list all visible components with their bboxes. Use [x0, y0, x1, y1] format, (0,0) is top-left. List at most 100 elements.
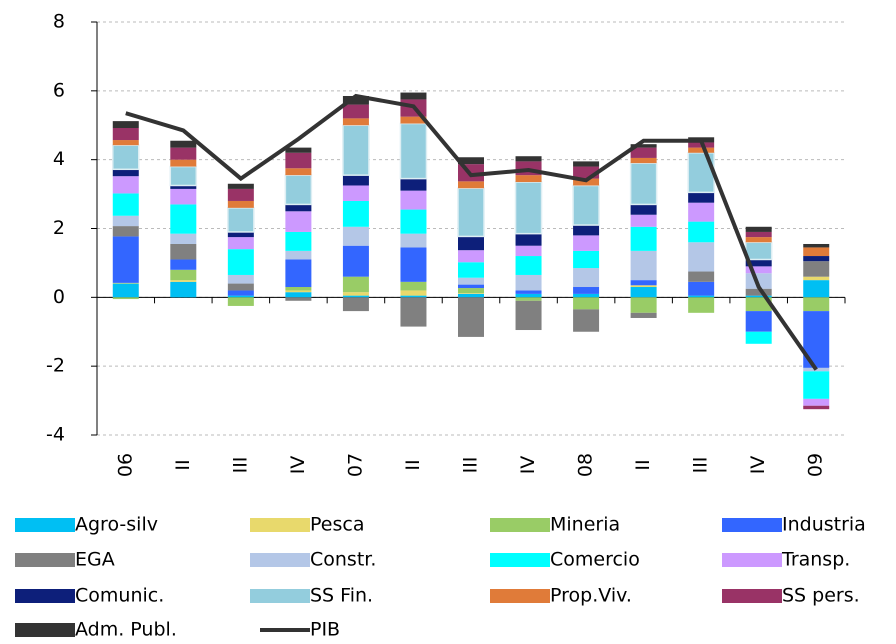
legend-swatch	[490, 518, 550, 532]
bar-segment	[400, 281, 427, 291]
x-tick-label: III	[690, 457, 712, 474]
bar-segment	[170, 140, 197, 148]
bar-segment	[630, 287, 657, 298]
bar-segment	[400, 295, 427, 298]
bar-segment	[630, 144, 657, 148]
bar-segment	[342, 295, 369, 298]
bar-segment	[515, 233, 542, 246]
bar-segment	[515, 300, 542, 331]
bar-segment	[745, 295, 772, 298]
bar-segment	[515, 175, 542, 183]
legend-swatch	[250, 553, 310, 567]
bar-segment	[515, 290, 542, 294]
bar-segment	[803, 371, 830, 399]
bar-segment	[227, 237, 254, 250]
bar-segment	[342, 185, 369, 201]
y-tick-label: 0	[53, 286, 65, 308]
bar-segment	[400, 290, 427, 296]
bar-segment	[745, 259, 772, 267]
bar-segment	[688, 242, 715, 272]
x-tick-label: II	[172, 459, 194, 470]
bar-segment	[342, 104, 369, 119]
bar-segment	[515, 297, 542, 301]
bar-segment	[227, 200, 254, 208]
bar-segment	[630, 204, 657, 215]
x-tick-label: III	[229, 457, 251, 474]
bar-segment	[400, 247, 427, 282]
bar-segment	[285, 250, 312, 260]
bar-segment	[285, 168, 312, 176]
bar-segment	[573, 287, 600, 294]
bar-segment	[515, 156, 542, 162]
bar-segment	[630, 157, 657, 164]
bar-segment	[400, 178, 427, 191]
bar-segment	[744, 241, 773, 261]
bar-segment	[630, 214, 657, 227]
bar-segment	[227, 231, 254, 238]
bar-segment	[342, 245, 369, 277]
legend-label: Transp.	[781, 549, 850, 571]
bar-segment	[227, 274, 254, 284]
x-tick-label: II	[632, 459, 654, 470]
x-tick-label: II	[402, 459, 424, 470]
bar-segment	[573, 268, 600, 288]
legend-label: EGA	[75, 549, 115, 571]
bar-segment	[458, 293, 484, 294]
bar-segment	[629, 162, 658, 206]
bar-segment	[285, 287, 312, 291]
legend-label: Adm. Publ.	[75, 619, 177, 641]
legend-swatch	[722, 518, 782, 532]
bar-segment	[400, 209, 427, 234]
x-tick-label: IV	[287, 456, 309, 475]
legend-swatch	[722, 553, 782, 567]
bar-segment	[573, 225, 600, 236]
y-tick-label: 2	[53, 217, 65, 239]
bar-segment	[457, 187, 485, 238]
bar-segment	[342, 175, 369, 186]
legend-label: Agro-silv	[75, 514, 158, 536]
bar-segment	[745, 297, 772, 312]
bar-segment	[803, 297, 830, 312]
bar-segment	[285, 147, 312, 153]
bar-segment	[458, 277, 484, 285]
bar-segment	[227, 297, 254, 306]
bar-segment	[745, 273, 772, 289]
bar-segment	[688, 192, 715, 203]
bar-segment	[342, 200, 369, 227]
x-tick-label: IV	[747, 456, 769, 475]
bar-segment	[630, 226, 657, 251]
legend-swatch	[490, 589, 550, 603]
x-tick-label: IV	[517, 456, 539, 475]
bar-segment	[170, 269, 197, 281]
bar-segment	[342, 95, 369, 105]
bar-segment	[400, 92, 427, 100]
bar-segment	[112, 236, 139, 283]
legend-swatch	[722, 589, 782, 603]
bar-segment	[745, 311, 772, 332]
bar-segment	[227, 207, 255, 233]
bar-segment	[573, 250, 600, 269]
x-tick-label: III	[460, 457, 482, 474]
bar-segment	[745, 288, 772, 296]
legend-swatch	[250, 589, 310, 603]
bar-segment	[745, 266, 772, 274]
bar-segment	[803, 280, 830, 298]
bar-segment	[342, 118, 369, 126]
bar-segment	[458, 236, 484, 251]
bar-segment	[285, 211, 312, 232]
bar-segment	[803, 261, 830, 277]
bar-segment	[573, 161, 600, 167]
bar-segment	[515, 293, 542, 298]
x-tick-label: 07	[344, 453, 366, 477]
bar-segment	[112, 176, 139, 194]
bar-segment	[745, 226, 772, 232]
bar-segment	[745, 231, 772, 238]
bar-segment	[342, 297, 369, 312]
bar-segment	[342, 124, 370, 176]
bar-segment	[630, 312, 657, 318]
legend-swatch	[15, 623, 75, 637]
bar-segment	[399, 122, 428, 180]
bar-segment	[803, 256, 830, 262]
bar-segment	[170, 281, 197, 298]
bar-segment	[400, 233, 427, 248]
